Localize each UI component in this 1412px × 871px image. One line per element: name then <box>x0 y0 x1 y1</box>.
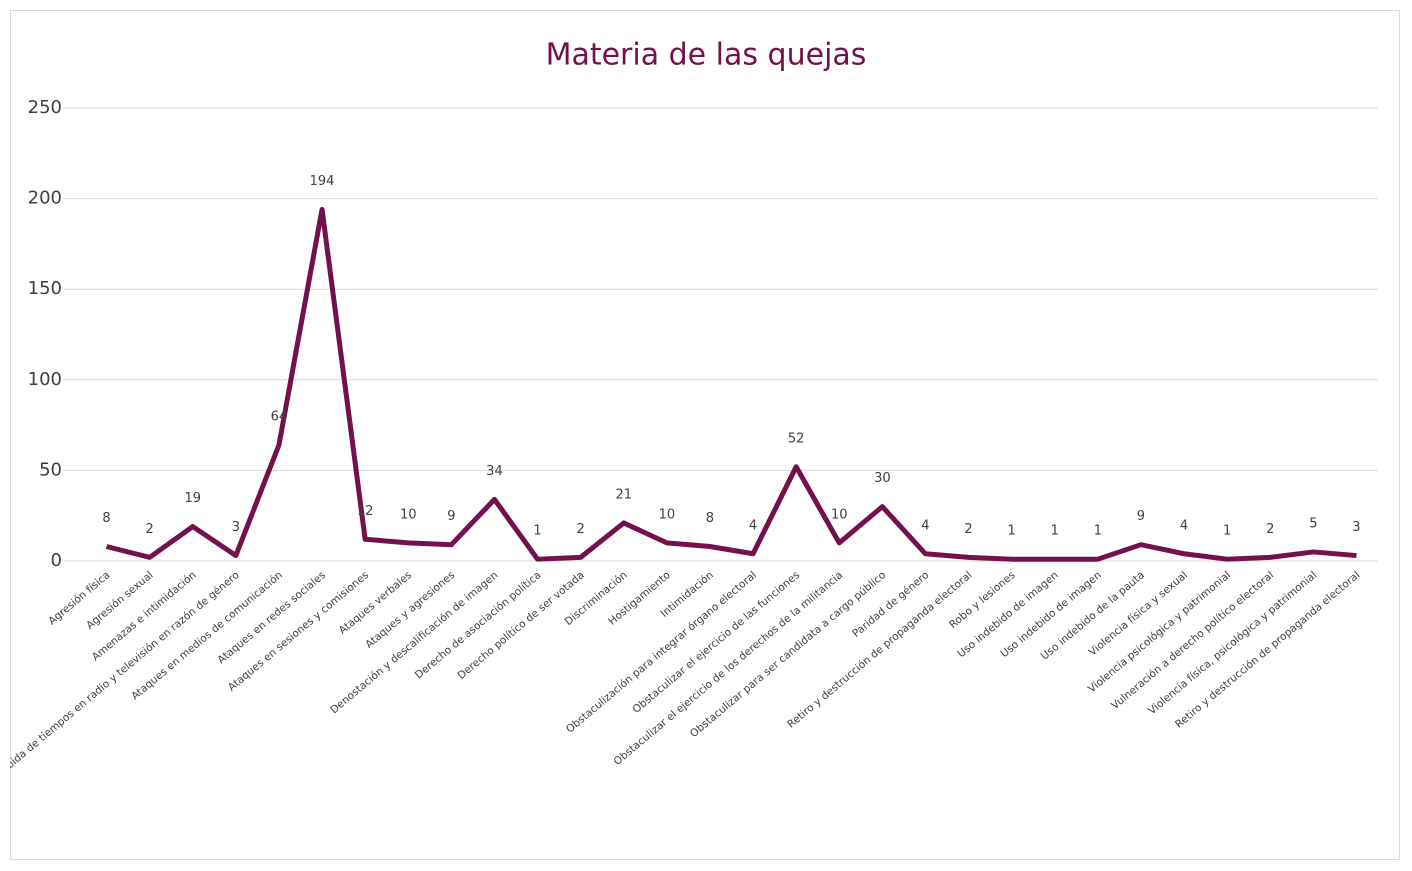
y-tick-label: 200 <box>28 188 62 209</box>
data-label: 2 <box>146 522 154 537</box>
data-label: 4 <box>1180 518 1188 533</box>
y-tick-label: 100 <box>28 369 62 390</box>
data-label: 30 <box>874 471 891 486</box>
data-label: 3 <box>1352 520 1360 535</box>
data-label: 4 <box>921 518 929 533</box>
data-label: 10 <box>831 507 848 522</box>
chart-title: Materia de las quejas <box>546 38 867 73</box>
data-label: 4 <box>749 518 757 533</box>
data-label: 8 <box>102 511 110 526</box>
chart-frame <box>10 10 1400 860</box>
data-label: 2 <box>964 522 972 537</box>
data-label: 5 <box>1309 516 1317 531</box>
data-label: 52 <box>788 431 805 446</box>
data-label: 10 <box>400 507 417 522</box>
data-label: 8 <box>706 511 714 526</box>
y-tick-label: 0 <box>51 550 62 571</box>
data-label: 1 <box>533 524 541 539</box>
data-label: 194 <box>310 174 335 189</box>
data-label: 10 <box>659 507 676 522</box>
data-label: 1 <box>1094 524 1102 539</box>
line <box>105 206 1357 562</box>
data-label: 1 <box>1008 524 1016 539</box>
data-label: 1 <box>1223 524 1231 539</box>
data-label: 21 <box>615 487 632 502</box>
y-tick-label: 50 <box>39 459 62 480</box>
data-label: 1 <box>1051 524 1059 539</box>
data-label: 2 <box>1266 522 1274 537</box>
data-label: 64 <box>271 410 288 425</box>
y-tick-label: 250 <box>28 97 62 118</box>
data-label: 34 <box>486 464 503 479</box>
data-label: 2 <box>577 522 585 537</box>
data-label: 9 <box>447 509 455 524</box>
data-label: 9 <box>1137 509 1145 524</box>
y-tick-label: 150 <box>28 278 62 299</box>
data-label: 19 <box>184 491 201 506</box>
data-label: 12 <box>357 504 374 519</box>
data-label: 3 <box>232 520 240 535</box>
